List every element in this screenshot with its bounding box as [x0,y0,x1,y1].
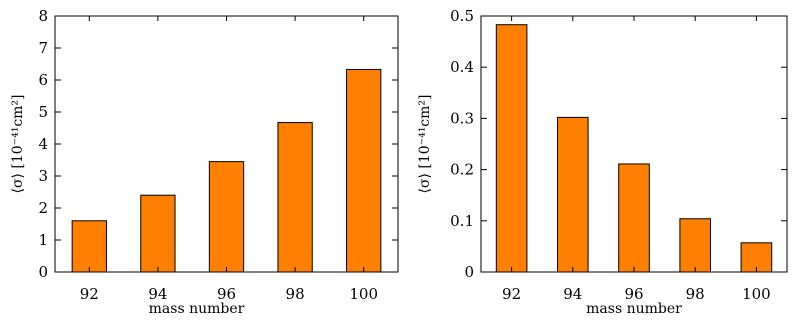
bar-98 [277,122,313,273]
y-tick-label: 0.4 [450,58,474,76]
y-tick-label: 1 [38,231,48,249]
bar-92 [71,220,107,273]
bar-98 [679,218,712,273]
y-axis-label: ⟨σ⟩ [10⁻⁴¹cm²] [10,94,26,193]
y-tick-label: 4 [38,135,48,153]
plot-frame [480,15,788,273]
bar-96 [208,161,245,273]
x-tick-label: 100 [742,285,771,303]
y-tick-label: 0 [38,263,48,281]
bar-100 [346,68,382,273]
y-tick-label: 8 [38,7,48,25]
y-tick-label: 0.3 [450,109,474,127]
x-tick-label: 98 [686,285,705,303]
chart-panel-2: 92 94 96 98 100 0 0.1 0.2 0.3 0.4 0.5 mass number ⟨σ… [417,7,788,317]
x-tick-label: 96 [624,285,643,303]
y-tick-label: 3 [38,167,48,185]
bar-94 [140,194,176,273]
plot-frame [54,15,399,273]
x-tick-label: 94 [148,285,167,303]
y-tick-label: 2 [38,199,48,217]
x-tick-label: 100 [349,285,378,303]
x-axis-label: mass number [149,301,245,317]
x-tick-label: 94 [563,285,582,303]
y-tick-label: 0.2 [450,161,474,179]
bar-94 [557,116,589,273]
y-tick-label: 0 [464,263,474,281]
chart-panel-1: 92 94 96 98 100 0 1 2 3 4 5 6 7 8 mass number ⟨σ⟩ [10⁻⁴… [10,7,399,317]
x-tick-label: 98 [286,285,305,303]
x-axis-label: mass number [586,301,682,317]
x-tick-label: 92 [502,285,521,303]
y-tick-label: 0.5 [450,7,474,25]
y-tick-label: 5 [38,103,48,121]
y-tick-label: 6 [38,71,48,89]
bar-96 [618,163,650,273]
x-tick-label: 92 [80,285,99,303]
y-tick-label: 7 [38,39,48,57]
y-tick-label: 0.1 [450,212,474,230]
x-tick-label: 96 [217,285,236,303]
bar-92 [495,24,528,273]
y-axis-label: ⟨σ⟩ [10⁻⁴¹cm²] [417,94,433,193]
